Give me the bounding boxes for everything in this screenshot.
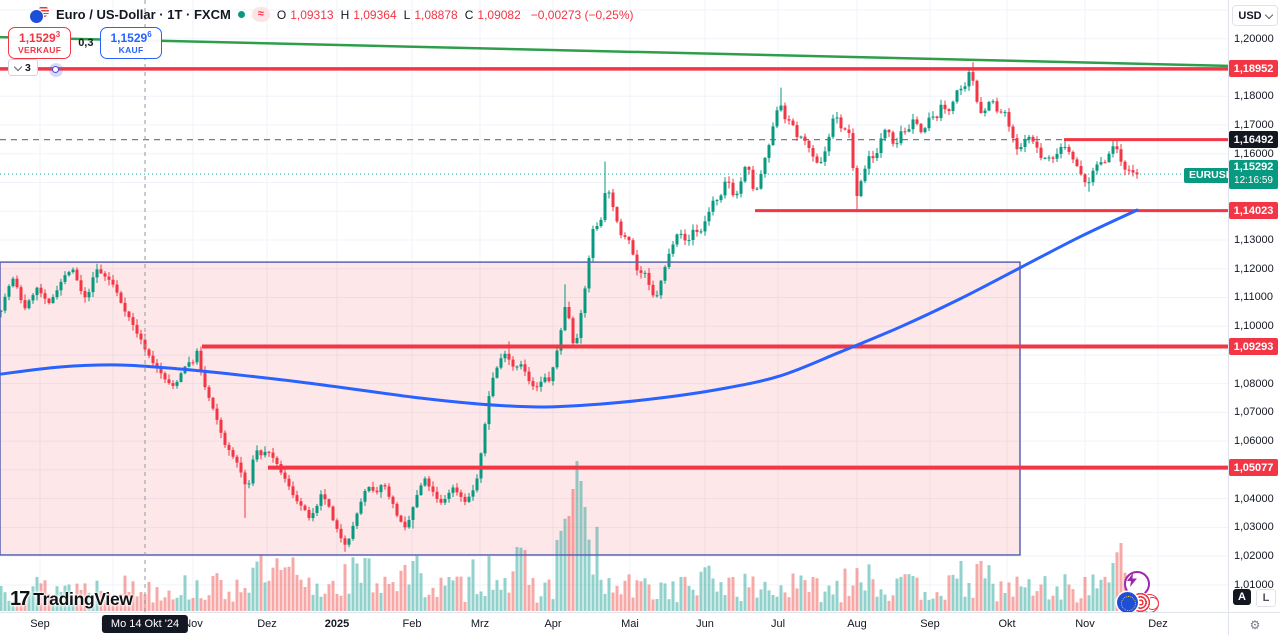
price-tick: 1,03000 xyxy=(1234,521,1274,534)
drawings-count-badge[interactable]: 3 xyxy=(8,59,38,76)
time-label: Okt xyxy=(998,618,1016,630)
bar-countdown: 12:16:59 xyxy=(1234,174,1273,186)
last-price-value: 1,15292 xyxy=(1233,161,1274,174)
sell-label: VERKAUF xyxy=(18,44,62,55)
price-tick: 1,04000 xyxy=(1234,492,1274,505)
close-value: 1,09082 xyxy=(477,7,521,22)
currency-label: USD xyxy=(1238,9,1262,22)
currency-button[interactable]: USD xyxy=(1232,5,1278,26)
time-label: Aug xyxy=(847,618,867,630)
scale-buttons: A L xyxy=(1233,589,1276,607)
eu-flag-icon xyxy=(30,10,43,23)
spread-value: 0,3 xyxy=(78,36,94,49)
buy-button[interactable]: 1,15296 KAUF xyxy=(100,27,162,59)
tradingview-wordmark: TradingView xyxy=(33,589,133,609)
time-label: Nov xyxy=(1075,618,1095,630)
time-label: Dez xyxy=(1148,618,1168,630)
price-level-label[interactable]: 1,18952 xyxy=(1229,60,1278,78)
sell-button[interactable]: 1,15293 VERKAUF xyxy=(8,27,72,59)
time-label: Jul xyxy=(770,618,786,630)
time-label: Jun xyxy=(696,618,714,630)
chart-pane: Euro / US-Dollar · 1T · FXCM ≈ O 1,09313 … xyxy=(0,0,1239,615)
price-tick: 1,01000 xyxy=(1234,578,1274,591)
price-level-label[interactable]: 1,09293 xyxy=(1229,338,1278,356)
chevron-down-icon xyxy=(13,62,23,71)
log-scale-button[interactable]: L xyxy=(1256,589,1276,607)
chevron-down-icon xyxy=(1264,10,1273,19)
symbol-pair-icon xyxy=(30,6,49,23)
price-tick: 1,13000 xyxy=(1234,233,1274,246)
scale-corner: ⚙ xyxy=(1228,612,1280,635)
time-label: Sep xyxy=(30,618,50,630)
time-label: Apr xyxy=(544,618,562,630)
price-tick: 1,12000 xyxy=(1234,262,1274,275)
last-price-label: 1,15292 12:16:59 xyxy=(1229,160,1278,190)
price-tick: 1,07000 xyxy=(1234,406,1274,419)
close-label: C xyxy=(464,7,474,22)
symbol-price-badge: EURUSD xyxy=(1184,168,1239,183)
sell-price: 1,1529 xyxy=(19,31,56,45)
price-tick: 1,11000 xyxy=(1234,291,1273,304)
price-tick: 1,02000 xyxy=(1234,550,1274,563)
price-tick: 1,17000 xyxy=(1234,119,1274,132)
sell-price-pip: 3 xyxy=(55,30,61,39)
time-label: 2025 xyxy=(324,618,350,630)
price-level-label[interactable]: 1,05077 xyxy=(1229,459,1278,477)
price-change: −0,00273 (−0,25%) xyxy=(530,7,634,22)
low-label: L xyxy=(403,7,411,22)
buy-price-pip: 6 xyxy=(147,30,152,39)
time-label: Dez xyxy=(257,618,277,630)
tradingview-mark-icon: 17 xyxy=(10,588,30,610)
ohlc-values: O 1,09313 H 1,09364 L 1,08878 C 1,09082 xyxy=(277,8,524,22)
price-level-label[interactable]: 1,16492 xyxy=(1229,131,1278,149)
price-level-label[interactable]: 1,14023 xyxy=(1229,202,1278,220)
high-value: 1,09364 xyxy=(353,7,397,22)
price-chart-canvas[interactable] xyxy=(0,0,1228,612)
price-tick: 1,06000 xyxy=(1234,435,1274,448)
delayed-data-icon[interactable]: ≈ xyxy=(251,7,270,22)
eurusd-pair-logo xyxy=(1116,591,1166,615)
high-label: H xyxy=(340,7,350,22)
order-panel: 1,15293 VERKAUF 0,3 1,15296 KAUF xyxy=(8,27,162,59)
price-scale[interactable]: USD 1,20000 1,18000 1,17000 1,16000 1,13000 1… xyxy=(1228,0,1280,612)
price-tick: 1,16000 xyxy=(1234,147,1274,160)
symbol-title[interactable]: Euro / US-Dollar · 1T · FXCM xyxy=(56,7,231,22)
auto-scale-button[interactable]: A xyxy=(1233,589,1251,605)
low-value: 1,08878 xyxy=(414,7,458,22)
tradingview-logo[interactable]: 17 TradingView xyxy=(10,588,133,611)
price-tick: 1,18000 xyxy=(1234,90,1274,103)
eu-flag-icon xyxy=(1117,592,1138,613)
market-status-icon xyxy=(237,11,245,18)
time-label: Mrz xyxy=(470,618,490,630)
drawing-anchor-handle[interactable] xyxy=(49,63,63,77)
crosshair-date-tooltip: Mo 14 Okt '24 xyxy=(101,615,189,633)
settings-gear-icon[interactable]: ⚙ xyxy=(1249,617,1261,632)
time-label: Nov xyxy=(183,618,203,630)
price-tick: 1,10000 xyxy=(1234,320,1274,333)
buy-price: 1,1529 xyxy=(110,31,148,45)
us-flag-icon xyxy=(38,6,49,17)
open-value: 1,09313 xyxy=(290,7,334,22)
price-tick: 1,08000 xyxy=(1234,377,1274,390)
time-label: Mai xyxy=(621,618,639,630)
symbol-header: Euro / US-Dollar · 1T · FXCM ≈ O 1,09313 … xyxy=(30,6,634,23)
time-scale[interactable]: Sep Okt Nov Dez 2025 Feb Mrz Apr Mai Jun Jul Aug Sep… xyxy=(0,612,1228,635)
open-label: O xyxy=(276,7,287,22)
time-label: Sep xyxy=(920,618,940,630)
time-label: Feb xyxy=(402,618,422,630)
price-tick: 1,20000 xyxy=(1234,32,1274,45)
buy-label: KAUF xyxy=(118,44,144,55)
drawings-count: 3 xyxy=(25,61,31,74)
